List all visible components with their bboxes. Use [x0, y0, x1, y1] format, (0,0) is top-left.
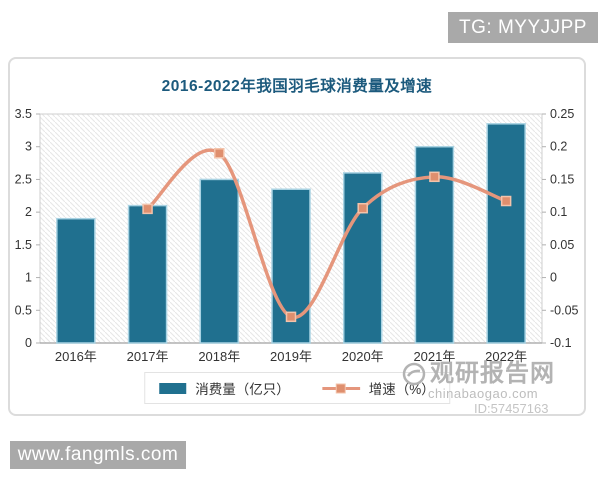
svg-text:-0.05: -0.05	[550, 303, 579, 317]
svg-text:2022年: 2022年	[485, 349, 527, 364]
tg-contact-text: TG: MYYJJPP	[459, 16, 587, 38]
svg-text:0: 0	[550, 271, 557, 285]
svg-text:2021年: 2021年	[413, 349, 455, 364]
svg-text:0.15: 0.15	[550, 172, 574, 186]
bar-2020年	[342, 172, 383, 344]
growth-markers	[142, 148, 512, 323]
chart-card: 2016-2022年我国羽毛球消费量及增速 0 0.5 1 1.5 2 2.5 3 3.5 -0…	[8, 57, 586, 416]
legend-label-growth: 增速（%）	[368, 382, 435, 397]
svg-text:0.1: 0.1	[550, 205, 567, 219]
bar-line-chart: 0 0.5 1 1.5 2 2.5 3 3.5 -0.1 -0.05 0 0.05 0.1 0.15 0.2…	[15, 107, 579, 364]
bar-2016年	[56, 217, 96, 344]
legend-label-consumption: 消费量（亿只）	[195, 382, 290, 397]
svg-text:0.2: 0.2	[550, 140, 567, 154]
bar-2018年	[199, 178, 240, 344]
bars	[56, 123, 526, 344]
x-axis-labels: 2016年 2017年 2018年 2019年 2020年 2021年 2022年	[55, 349, 527, 364]
chart-title: 2016-2022年我国羽毛球消费量及增速	[161, 78, 433, 95]
right-axis: -0.1 -0.05 0 0.05 0.1 0.15 0.2 0.25	[542, 107, 579, 350]
left-axis: 0 0.5 1 1.5 2 2.5 3 3.5	[15, 107, 40, 350]
svg-text:2020年: 2020年	[342, 349, 384, 364]
svg-text:0.25: 0.25	[550, 107, 574, 121]
svg-text:2016年: 2016年	[55, 349, 97, 364]
svg-text:2017年: 2017年	[127, 349, 169, 364]
bar-2022年	[486, 123, 526, 344]
svg-text:2.5: 2.5	[15, 172, 32, 186]
tg-contact-badge: TG: MYYJJPP	[448, 12, 598, 43]
svg-text:1.5: 1.5	[15, 238, 32, 252]
svg-text:0.5: 0.5	[15, 303, 32, 317]
site-url-badge: www.fangmls.com	[10, 441, 186, 469]
svg-text:2018年: 2018年	[198, 349, 240, 364]
svg-text:3.5: 3.5	[15, 107, 32, 121]
svg-text:2019年: 2019年	[270, 349, 312, 364]
site-url-text: www.fangmls.com	[17, 444, 179, 465]
legend-line-swatch	[321, 383, 360, 393]
svg-text:0: 0	[25, 336, 32, 350]
legend-bar-swatch	[159, 382, 187, 394]
chart-legend: 消费量（亿只） 增速（%）	[144, 372, 450, 404]
svg-text:3: 3	[25, 140, 32, 154]
svg-text:0.05: 0.05	[550, 238, 574, 252]
svg-text:1: 1	[25, 271, 32, 285]
svg-text:-0.1: -0.1	[550, 336, 572, 350]
bar-2017年	[127, 204, 168, 344]
svg-text:2: 2	[25, 205, 32, 219]
